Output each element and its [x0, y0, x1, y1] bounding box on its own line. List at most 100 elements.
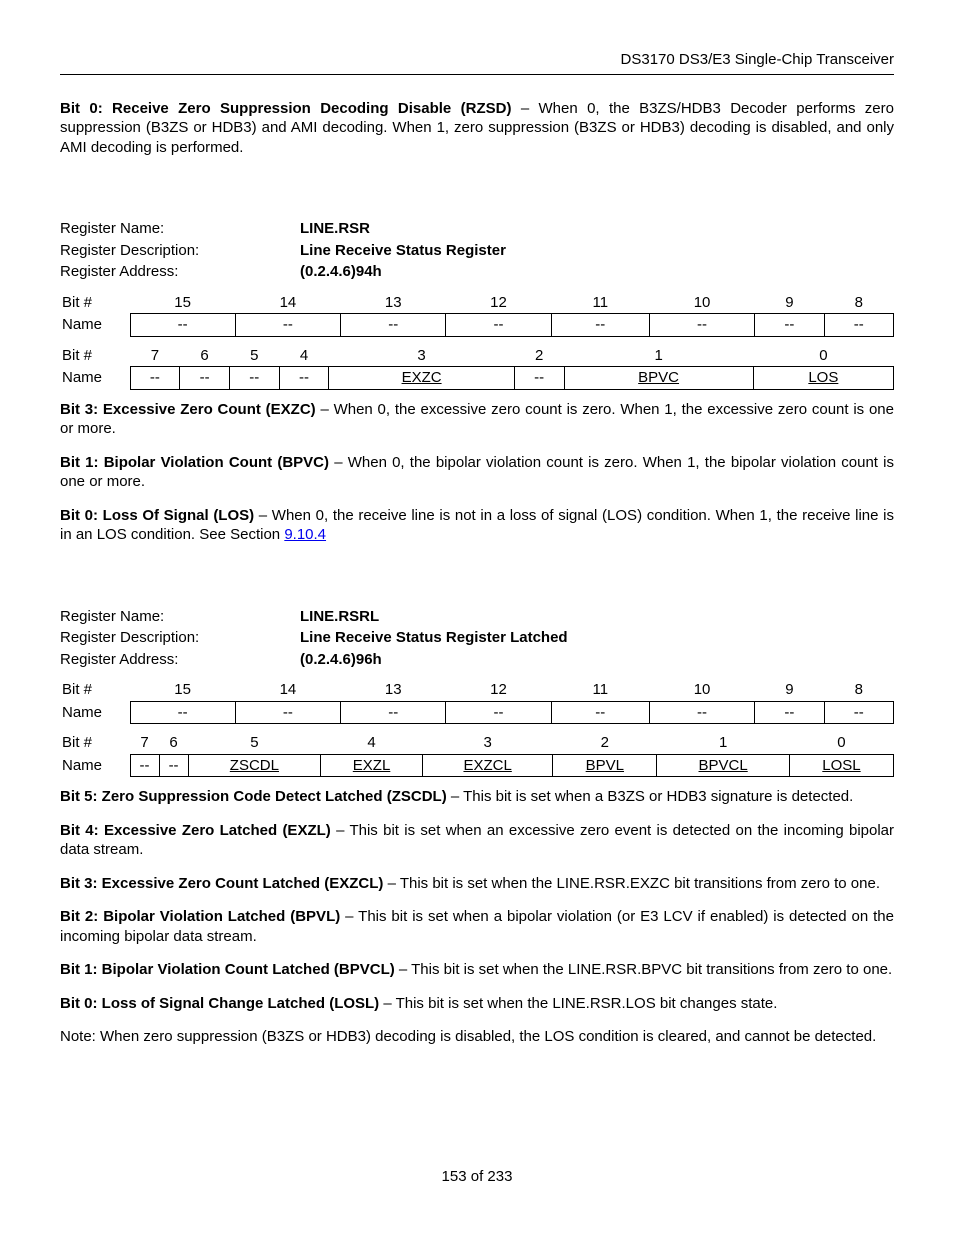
- bit-num-cell: 12: [446, 292, 551, 314]
- bit-num-cell: 4: [279, 345, 329, 367]
- reg1-bit1-desc: Bit 1: Bipolar Violation Count (BPVC) – …: [60, 453, 894, 492]
- bit-name-cell: LOS: [753, 367, 893, 390]
- bit-num-cell: 6: [180, 345, 230, 367]
- bit-name-cell: BPVCL: [657, 754, 790, 777]
- bit-name-cell: --: [649, 314, 754, 337]
- bit-name-cell: --: [446, 701, 551, 724]
- reg2-name-row: Register Name: LINE.RSRL: [60, 607, 894, 627]
- bit-name-cell: BPVL: [553, 754, 657, 777]
- bit-num-cell: 11: [551, 679, 649, 701]
- reg2-name-value: LINE.RSRL: [300, 607, 379, 627]
- header-title: DS3170 DS3/E3 Single-Chip Transceiver: [621, 51, 894, 68]
- bit-name-cell: --: [824, 701, 893, 724]
- section-link-9-10-4[interactable]: 9.10.4: [284, 526, 326, 543]
- bit-num-cell: 10: [649, 292, 754, 314]
- reg2-bit4-bold: Bit 4: Excessive Zero Latched (EXZL): [60, 822, 331, 839]
- bit-name-cell: --: [159, 754, 188, 777]
- bit-row-label: Bit #: [60, 732, 130, 754]
- bit-num-cell: 8: [824, 292, 893, 314]
- reg2-note: Note: When zero suppression (B3ZS or HDB…: [60, 1027, 894, 1047]
- bit-name-cell: --: [649, 701, 754, 724]
- reg1-bit-table: Bit #15141312111098Name----------------B…: [60, 292, 894, 390]
- reg2-desc-value: Line Receive Status Register Latched: [300, 628, 568, 648]
- bit-name-cell: --: [235, 701, 340, 724]
- reg2-bit3-rest: – This bit is set when the LINE.RSR.EXZC…: [383, 875, 880, 892]
- bit-name-cell: --: [130, 314, 235, 337]
- bit-num-cell: 10: [649, 679, 754, 701]
- reg2-addr-label: Register Address:: [60, 650, 300, 670]
- reg1-addr-row: Register Address: (0.2.4.6)94h: [60, 262, 894, 282]
- reg2-bit2-desc: Bit 2: Bipolar Violation Latched (BPVL) …: [60, 907, 894, 946]
- reg1-name-row: Register Name: LINE.RSR: [60, 219, 894, 239]
- bit-name-cell: --: [130, 754, 159, 777]
- bit-num-cell: 12: [446, 679, 551, 701]
- bit-num-cell: 13: [341, 292, 446, 314]
- bit-name-cell: EXZCL: [422, 754, 552, 777]
- bit-num-cell: 0: [789, 732, 893, 754]
- reg2-bit5-rest: – This bit is set when a B3ZS or HDB3 si…: [447, 788, 854, 805]
- bit-num-cell: 11: [551, 292, 649, 314]
- bit-name-cell: EXZL: [321, 754, 423, 777]
- bit-name-cell: --: [755, 314, 824, 337]
- bit-num-cell: 2: [553, 732, 657, 754]
- bit-name-cell: --: [235, 314, 340, 337]
- bit-name-cell: --: [446, 314, 551, 337]
- bit-name-cell: --: [279, 367, 329, 390]
- reg2-bit1-desc: Bit 1: Bipolar Violation Count Latched (…: [60, 960, 894, 980]
- reg2-bit5-bold: Bit 5: Zero Suppression Code Detect Latc…: [60, 788, 447, 805]
- bit-num-cell: 14: [235, 292, 340, 314]
- bit-name-cell: --: [551, 701, 649, 724]
- bit-name-cell: --: [341, 701, 446, 724]
- reg2-addr-row: Register Address: (0.2.4.6)96h: [60, 650, 894, 670]
- intro-paragraph: Bit 0: Receive Zero Suppression Decoding…: [60, 99, 894, 158]
- intro-bold: Bit 0: Receive Zero Suppression Decoding…: [60, 100, 511, 117]
- reg1-desc-row: Register Description: Line Receive Statu…: [60, 241, 894, 261]
- bit-num-cell: 8: [824, 679, 893, 701]
- bit-num-cell: 6: [159, 732, 188, 754]
- bit-num-cell: 14: [235, 679, 340, 701]
- bit-num-cell: 0: [753, 345, 893, 367]
- reg2-bit0-desc: Bit 0: Loss of Signal Change Latched (LO…: [60, 994, 894, 1014]
- bit-row-label: Bit #: [60, 679, 130, 701]
- reg2-bit1-rest: – This bit is set when the LINE.RSR.BPVC…: [395, 961, 892, 978]
- reg1-bit0-bold: Bit 0: Loss Of Signal (LOS): [60, 507, 254, 524]
- reg1-desc-label: Register Description:: [60, 241, 300, 261]
- bit-num-cell: 5: [229, 345, 279, 367]
- reg1-bit0-desc: Bit 0: Loss Of Signal (LOS) – When 0, th…: [60, 506, 894, 545]
- bit-row-label: Name: [60, 701, 130, 724]
- reg1-addr-label: Register Address:: [60, 262, 300, 282]
- bit-num-cell: 2: [514, 345, 564, 367]
- bit-name-cell: --: [130, 701, 235, 724]
- reg1-desc-value: Line Receive Status Register: [300, 241, 506, 261]
- reg1-bit1-bold: Bit 1: Bipolar Violation Count (BPVC): [60, 454, 329, 471]
- reg1-addr-value: (0.2.4.6)94h: [300, 262, 382, 282]
- bit-name-cell: --: [180, 367, 230, 390]
- bit-row-label: Bit #: [60, 345, 130, 367]
- bit-name-cell: --: [229, 367, 279, 390]
- bit-name-cell: --: [514, 367, 564, 390]
- bit-num-cell: 4: [321, 732, 423, 754]
- reg1-name-label: Register Name:: [60, 219, 300, 239]
- bit-num-cell: 13: [341, 679, 446, 701]
- bit-name-cell: BPVC: [564, 367, 753, 390]
- reg2-bit3-desc: Bit 3: Excessive Zero Count Latched (EXZ…: [60, 874, 894, 894]
- bit-num-cell: 9: [755, 292, 824, 314]
- bit-name-cell: --: [755, 701, 824, 724]
- bit-row-label: Name: [60, 754, 130, 777]
- footer-text: 153 of 233: [442, 1168, 513, 1185]
- bit-num-cell: 7: [130, 345, 180, 367]
- bit-num-cell: 1: [657, 732, 790, 754]
- bit-num-cell: 1: [564, 345, 753, 367]
- bit-num-cell: 3: [422, 732, 552, 754]
- bit-num-cell: 15: [130, 679, 235, 701]
- reg1-bit3-desc: Bit 3: Excessive Zero Count (EXZC) – Whe…: [60, 400, 894, 439]
- bit-name-cell: EXZC: [329, 367, 514, 390]
- bit-name-cell: --: [551, 314, 649, 337]
- reg2-desc-label: Register Description:: [60, 628, 300, 648]
- page-header: DS3170 DS3/E3 Single-Chip Transceiver: [60, 50, 894, 75]
- reg1-bit3-bold: Bit 3: Excessive Zero Count (EXZC): [60, 401, 316, 418]
- page-footer: 153 of 233: [60, 1167, 894, 1187]
- reg2-bit3-bold: Bit 3: Excessive Zero Count Latched (EXZ…: [60, 875, 383, 892]
- reg2-bit0-rest: – This bit is set when the LINE.RSR.LOS …: [379, 995, 777, 1012]
- reg2-bit2-bold: Bit 2: Bipolar Violation Latched (BPVL): [60, 908, 340, 925]
